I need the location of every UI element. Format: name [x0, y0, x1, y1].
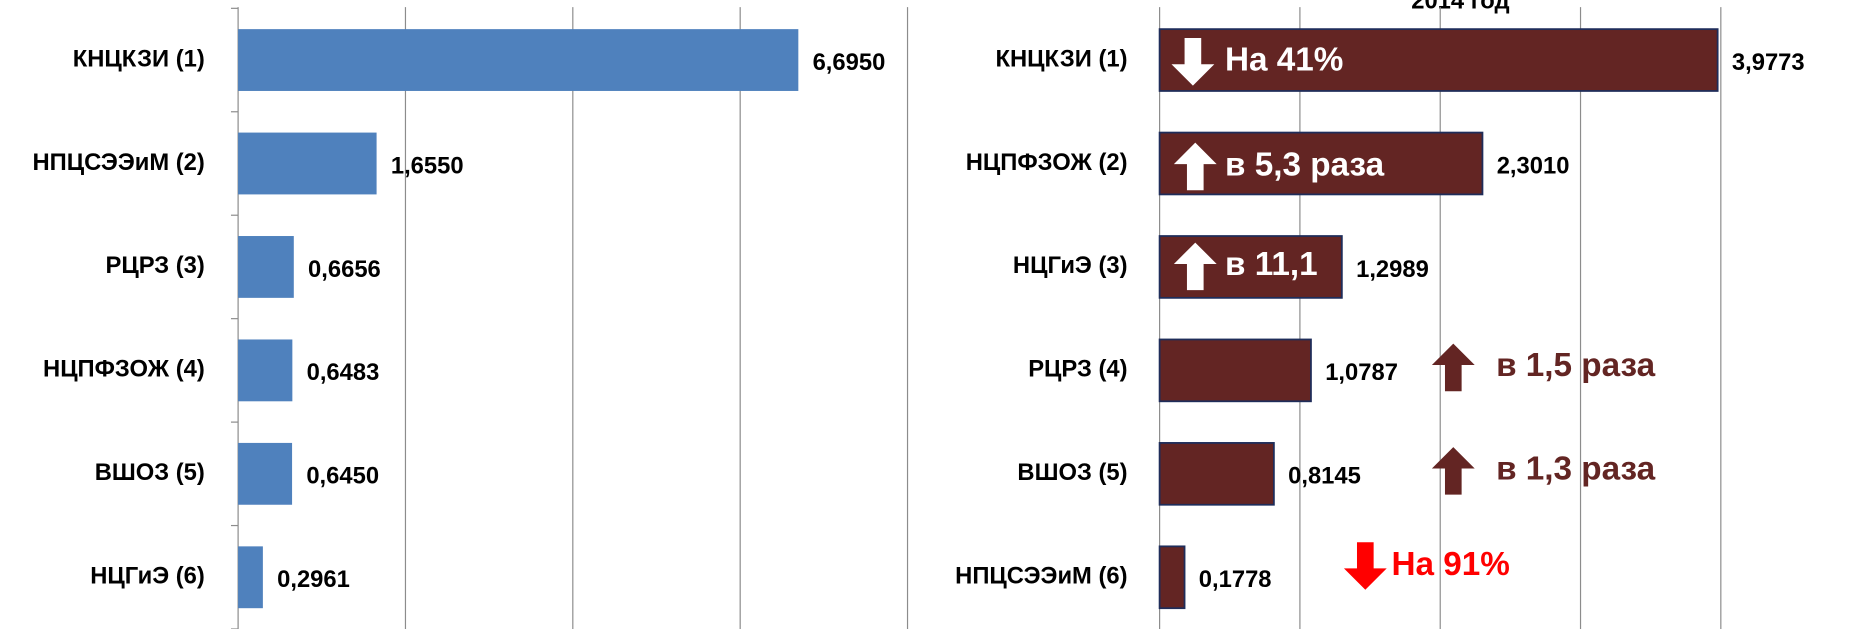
bar	[1158, 338, 1312, 403]
annotation-arrow	[1173, 242, 1217, 291]
y-tick-label: КНЦКЗИ (1)	[995, 45, 1127, 72]
y-tick-label: ВШОЗ (5)	[95, 459, 205, 486]
annotation-arrow	[1431, 447, 1475, 495]
value-label: 6,6950	[813, 49, 886, 76]
y-tick-label: РЦРЗ (4)	[1028, 356, 1127, 383]
annotation: в 11,1	[1225, 246, 1318, 283]
y-tick-label: РЦРЗ (3)	[106, 252, 205, 279]
annotation-arrow	[1431, 343, 1475, 392]
y-tick-label: КНЦКЗИ (1)	[73, 45, 205, 72]
bar	[1158, 28, 1719, 92]
annotation: в 1,3 раза	[1496, 451, 1656, 488]
value-label: 1,0787	[1325, 359, 1398, 386]
y-tick-label: НЦПФЗОЖ (2)	[966, 149, 1128, 176]
bar	[238, 339, 293, 402]
bar	[1158, 442, 1275, 506]
value-label: 0,1778	[1199, 566, 1272, 593]
value-label: 0,6483	[307, 359, 380, 386]
annotation: в 1,5 раза	[1496, 347, 1656, 384]
chart-title: 2014 год	[1411, 0, 1509, 15]
annotation: в 5,3 раза	[1225, 146, 1385, 183]
y-tick-label: НЦГиЭ (3)	[1013, 252, 1128, 279]
value-label: 0,8145	[1288, 463, 1361, 490]
bar	[238, 29, 799, 91]
y-tick-label: НПЦСЭЭиМ (2)	[32, 149, 204, 176]
bar	[1158, 545, 1186, 610]
value-label: 1,6550	[391, 152, 464, 179]
annotation-arrow	[1171, 38, 1215, 86]
bar	[238, 132, 377, 195]
y-tick-label: НЦГиЭ (6)	[90, 563, 205, 590]
value-label: 0,6656	[308, 256, 381, 283]
y-tick-label: ВШОЗ (5)	[1017, 459, 1127, 486]
value-label: 0,6450	[306, 463, 379, 490]
y-tick-label: НЦПФЗОЖ (4)	[43, 356, 205, 383]
value-label: 0,2961	[277, 566, 350, 593]
annotation: На 91%	[1391, 546, 1509, 583]
value-label: 2,3010	[1497, 152, 1570, 179]
annotation-arrow	[1173, 142, 1217, 191]
y-tick-label: НПЦСЭЭиМ (6)	[955, 563, 1127, 590]
value-label: 3,9773	[1732, 49, 1805, 76]
value-label: 1,2989	[1356, 256, 1429, 283]
bar	[238, 236, 294, 298]
annotation: На 41%	[1225, 42, 1343, 79]
bar	[238, 442, 293, 505]
bar	[238, 546, 263, 609]
annotation-arrow	[1343, 542, 1387, 590]
